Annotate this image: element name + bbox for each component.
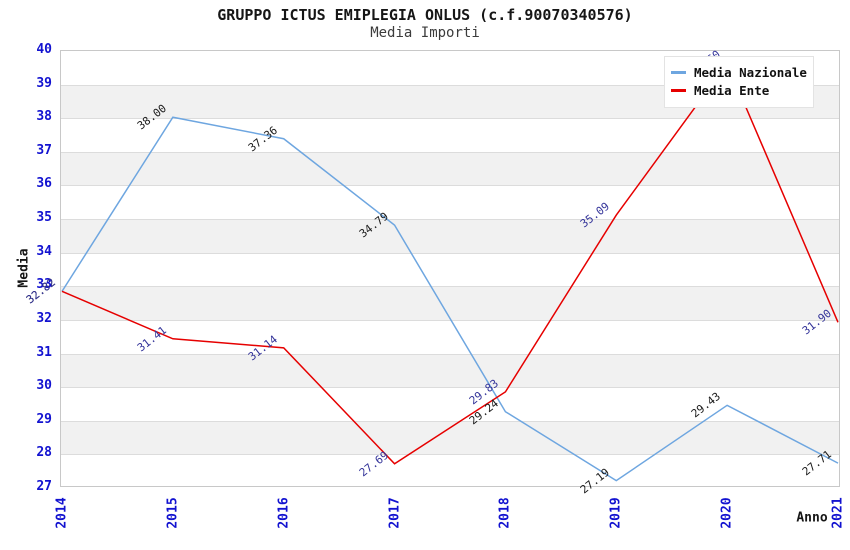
plot-band xyxy=(61,420,839,455)
gridline xyxy=(61,118,839,120)
gridline xyxy=(61,252,839,254)
y-tick-label: 29 xyxy=(36,411,52,427)
y-tick-label: 40 xyxy=(36,42,52,57)
legend-item-media-ente[interactable]: Media Ente xyxy=(671,83,807,98)
legend-label-media-nazionale: Media Nazionale xyxy=(694,65,807,80)
y-tick-label: 33 xyxy=(36,277,52,293)
gridline xyxy=(61,387,839,389)
series-line-media-ente xyxy=(61,61,839,465)
legend-swatch-media-nazionale-icon xyxy=(671,71,686,74)
legend: Media Nazionale Media Ente xyxy=(664,56,814,108)
gridline xyxy=(61,185,839,187)
gridline xyxy=(61,454,839,456)
series-line-media-nazionale xyxy=(61,116,839,482)
x-axis-title: Anno xyxy=(796,510,828,526)
gridline xyxy=(61,219,839,221)
gridline xyxy=(61,420,839,422)
gridline xyxy=(61,84,839,86)
y-tick-label: 30 xyxy=(36,378,52,394)
legend-swatch-media-ente-icon xyxy=(671,89,686,92)
gridline xyxy=(61,353,839,355)
plot-area xyxy=(60,50,840,487)
gridline xyxy=(61,319,839,321)
gridline xyxy=(61,286,839,288)
plot-band xyxy=(61,286,839,320)
gridline xyxy=(61,151,839,153)
y-tick-label: 35 xyxy=(36,210,52,226)
y-tick-label: 32 xyxy=(36,310,52,326)
plot-band xyxy=(61,151,839,186)
chart-subtitle: Media Importi xyxy=(370,25,480,41)
y-tick-label: 27 xyxy=(36,479,52,494)
y-tick-label: 28 xyxy=(36,445,52,461)
y-tick-label: 37 xyxy=(36,142,52,158)
y-tick-label: 38 xyxy=(36,109,52,125)
y-tick-label: 34 xyxy=(36,243,52,259)
legend-label-media-ente: Media Ente xyxy=(694,83,770,98)
chart-title: GRUPPO ICTUS EMIPLEGIA ONLUS (c.f.900703… xyxy=(217,6,633,24)
y-tick-label: 36 xyxy=(36,176,52,192)
y-tick-label: 31 xyxy=(36,344,52,360)
plot-band xyxy=(61,219,839,253)
plot-band xyxy=(61,353,839,388)
y-tick-label: 39 xyxy=(36,75,52,91)
legend-item-media-nazionale[interactable]: Media Nazionale xyxy=(671,65,807,80)
